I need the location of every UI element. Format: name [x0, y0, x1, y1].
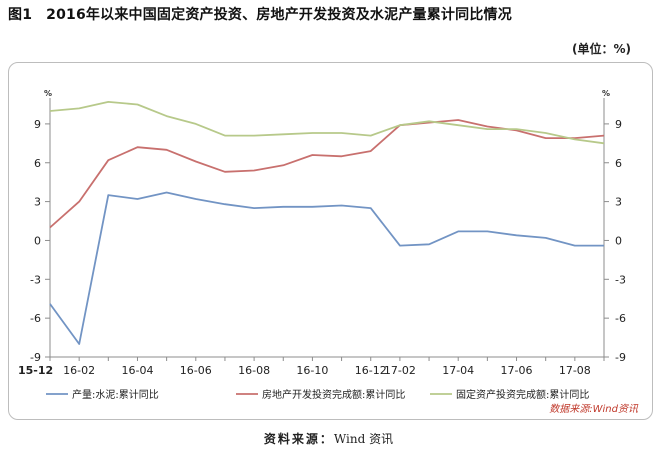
watermark-source: 数据来源:Wind资讯 [549, 403, 639, 415]
legend-label-2: 房地产开发投资完成额:累计同比 [262, 388, 405, 401]
y-unit-right: % [602, 89, 610, 98]
source-label: 资料来源： [263, 432, 334, 446]
x-tick-label: 16-02 [63, 364, 95, 377]
figure-title-text: 2016年以来中国固定资产投资、房地产开发投资及水泥产量累计同比情况 [46, 7, 512, 23]
x-tick-label: 17-08 [559, 364, 591, 377]
y-tick-label-left: 0 [34, 234, 41, 247]
y-tick-label-left: -9 [30, 351, 41, 364]
series-line-3 [49, 101, 605, 145]
legend-label-3: 固定资产投资完成额:累计同比 [456, 388, 589, 401]
x-tick-label: 15-12 [18, 364, 53, 377]
x-tick-label: 16-10 [296, 364, 328, 377]
y-tick-label-left: 3 [34, 196, 41, 209]
y-unit-left: % [44, 89, 52, 98]
y-tick-label-right: 0 [615, 234, 622, 247]
chart-frame [8, 62, 653, 420]
x-tick-label: 16-06 [180, 364, 212, 377]
chart-title: 图1 2016年以来中国固定资产投资、房地产开发投资及水泥产量累计同比情况 [8, 4, 512, 24]
series-line-1 [49, 191, 604, 345]
y-tick-label-right: 6 [615, 157, 622, 170]
legend-label-1: 产量:水泥:累计同比 [72, 388, 159, 401]
y-tick-label-left: -6 [30, 312, 41, 325]
series-line-2 [49, 119, 605, 229]
x-tick-label: 17-02 [384, 364, 416, 377]
y-tick-label-right: -9 [615, 351, 626, 364]
source-value: Wind 资讯 [333, 432, 394, 446]
y-tick-label-left: 9 [34, 118, 41, 131]
source-note: 资料来源：Wind 资讯 [0, 430, 657, 447]
y-tick-label-right: -6 [615, 312, 626, 325]
y-tick-label-right: 3 [615, 196, 622, 209]
x-tick-label: 17-04 [442, 364, 474, 377]
x-tick-label: 16-12 [355, 364, 387, 377]
figure-label: 图1 [8, 7, 33, 23]
y-tick-label-left: -3 [30, 273, 41, 286]
y-tick-label-right: 9 [615, 118, 622, 131]
x-tick-label: 16-04 [121, 364, 153, 377]
y-tick-label-left: 6 [34, 157, 41, 170]
y-tick-label-right: -3 [615, 273, 626, 286]
unit-label: (单位：%) [572, 42, 631, 56]
x-tick-label: 16-08 [238, 364, 270, 377]
x-tick-label: 17-06 [501, 364, 533, 377]
